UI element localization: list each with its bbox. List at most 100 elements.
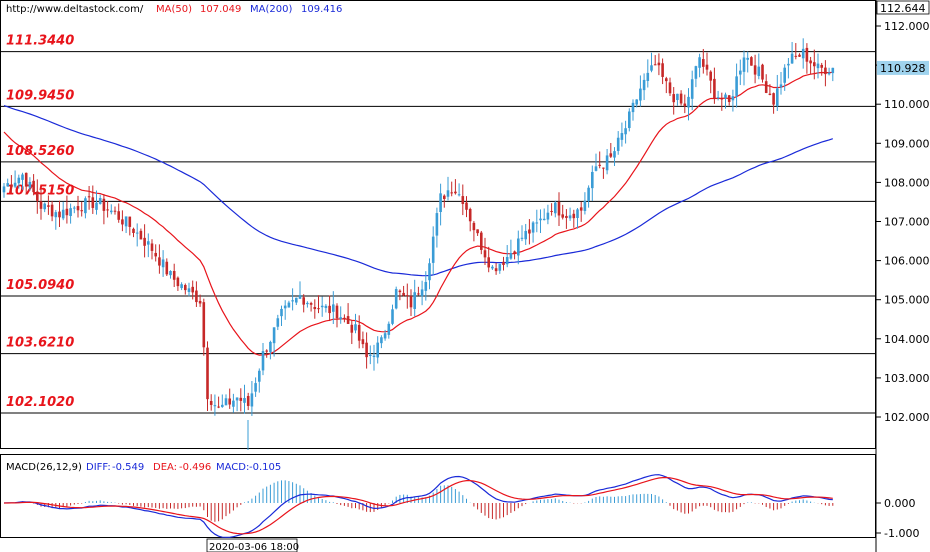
candle-body-87 <box>324 305 328 309</box>
candle-body-42 <box>158 257 161 266</box>
candle-body-13 <box>50 204 54 217</box>
candle-body-56 <box>209 400 213 405</box>
candle-body-189 <box>702 59 705 67</box>
price-tick-label-2: 110.000 <box>884 98 930 111</box>
ma50-line <box>3 71 833 356</box>
candle-body-134 <box>498 263 502 271</box>
macd-tick-label-1: -1.000 <box>884 527 919 540</box>
candle-body-61 <box>228 398 231 405</box>
candle-body-31 <box>117 211 120 220</box>
candle-body-218 <box>809 60 812 64</box>
candle-body-181 <box>672 94 675 103</box>
price-tick-label-0: 112.000 <box>884 20 930 33</box>
candle-body-129 <box>480 232 483 250</box>
top-value: 112.644 <box>880 2 926 15</box>
candle-body-28 <box>106 209 109 211</box>
candle-body-176 <box>653 64 657 66</box>
candle-body-18 <box>69 208 72 217</box>
candle-body-190 <box>705 64 709 70</box>
candle-body-32 <box>121 219 124 225</box>
candle-body-51 <box>191 286 194 293</box>
candle-body-215 <box>798 54 801 57</box>
candle-body-80 <box>298 295 302 299</box>
candle-body-85 <box>317 308 320 310</box>
current-price-badge <box>877 60 929 75</box>
candle-body-161 <box>598 164 601 166</box>
candle-body-73 <box>272 327 276 344</box>
candle-body-212 <box>787 63 790 66</box>
candle-body-202 <box>750 57 753 66</box>
macd-macd-label: MACD: <box>216 462 249 473</box>
candle-body-131 <box>487 257 490 268</box>
ma50-label: MA(50) <box>156 4 192 15</box>
top-value-box <box>876 0 930 15</box>
candle-body-106 <box>394 289 398 309</box>
candle-body-160 <box>594 166 598 171</box>
candle-body-166 <box>616 137 620 151</box>
candle-body-20 <box>76 206 80 211</box>
candle-body-108 <box>402 292 405 296</box>
candle-body-54 <box>202 302 206 348</box>
candle-body-14 <box>54 212 58 218</box>
source-url[interactable]: http://www.deltastock.com/ <box>6 4 144 15</box>
candle-body-165 <box>613 151 616 158</box>
candles <box>2 38 835 416</box>
candle-body-193 <box>716 97 720 99</box>
candle-body-37 <box>139 230 143 240</box>
candle-body-41 <box>154 252 157 257</box>
candle-body-224 <box>831 67 835 74</box>
candle-body-48 <box>180 284 183 289</box>
candle-body-221 <box>820 64 823 68</box>
candle-body-188 <box>698 57 701 68</box>
candle-body-184 <box>683 103 687 107</box>
candle-body-145 <box>539 218 542 221</box>
candle-body-40 <box>150 243 154 251</box>
candle-body-30 <box>113 210 117 212</box>
candle-body-195 <box>724 94 727 99</box>
candle-body-174 <box>646 72 650 81</box>
candle-body-26 <box>98 198 102 204</box>
candle-body-116 <box>431 236 435 263</box>
candle-body-148 <box>550 210 553 212</box>
candle-body-0 <box>2 186 6 193</box>
candle-body-192 <box>713 78 716 99</box>
candle-body-99 <box>369 354 372 356</box>
candle-body-169 <box>628 111 631 129</box>
candle-body-15 <box>58 211 61 218</box>
candle-body-10 <box>39 201 43 209</box>
candle-body-39 <box>147 241 150 245</box>
candle-body-185 <box>687 96 690 108</box>
candle-body-89 <box>332 304 335 312</box>
candle-body-2 <box>10 185 13 187</box>
candle-body-91 <box>339 317 342 320</box>
candle-body-139 <box>517 238 520 256</box>
candle-body-140 <box>520 237 524 239</box>
level-label-5: 103.6210 <box>6 336 74 351</box>
price-tick-label-4: 108.000 <box>884 176 930 189</box>
macd-axis-ticks: 0.000 -1.000 <box>876 497 919 540</box>
candle-body-149 <box>554 202 557 214</box>
macd-diff-line <box>3 474 833 538</box>
support-resistance-levels: 111.3440 109.9450 108.5260 107.5150 105.0940… <box>0 34 876 414</box>
candle-body-223 <box>827 72 831 75</box>
candle-body-135 <box>502 261 505 265</box>
candle-body-118 <box>439 193 442 213</box>
candle-body-4 <box>17 177 21 184</box>
candle-body-27 <box>102 198 106 211</box>
candle-body-126 <box>468 208 472 222</box>
candle-body-38 <box>143 237 146 246</box>
candle-body-196 <box>727 95 731 103</box>
candle-body-9 <box>36 191 39 201</box>
candle-body-186 <box>690 79 694 99</box>
price-tick-label-7: 105.000 <box>884 294 930 307</box>
ma50-value: 107.049 <box>200 4 241 15</box>
candle-body-164 <box>609 153 613 157</box>
candle-body-81 <box>302 297 305 305</box>
candle-body-49 <box>184 285 187 291</box>
candle-body-92 <box>343 317 346 319</box>
candle-body-209 <box>776 88 779 106</box>
candle-body-58 <box>217 406 220 408</box>
candle-body-150 <box>557 201 561 216</box>
candle-body-115 <box>428 263 431 281</box>
